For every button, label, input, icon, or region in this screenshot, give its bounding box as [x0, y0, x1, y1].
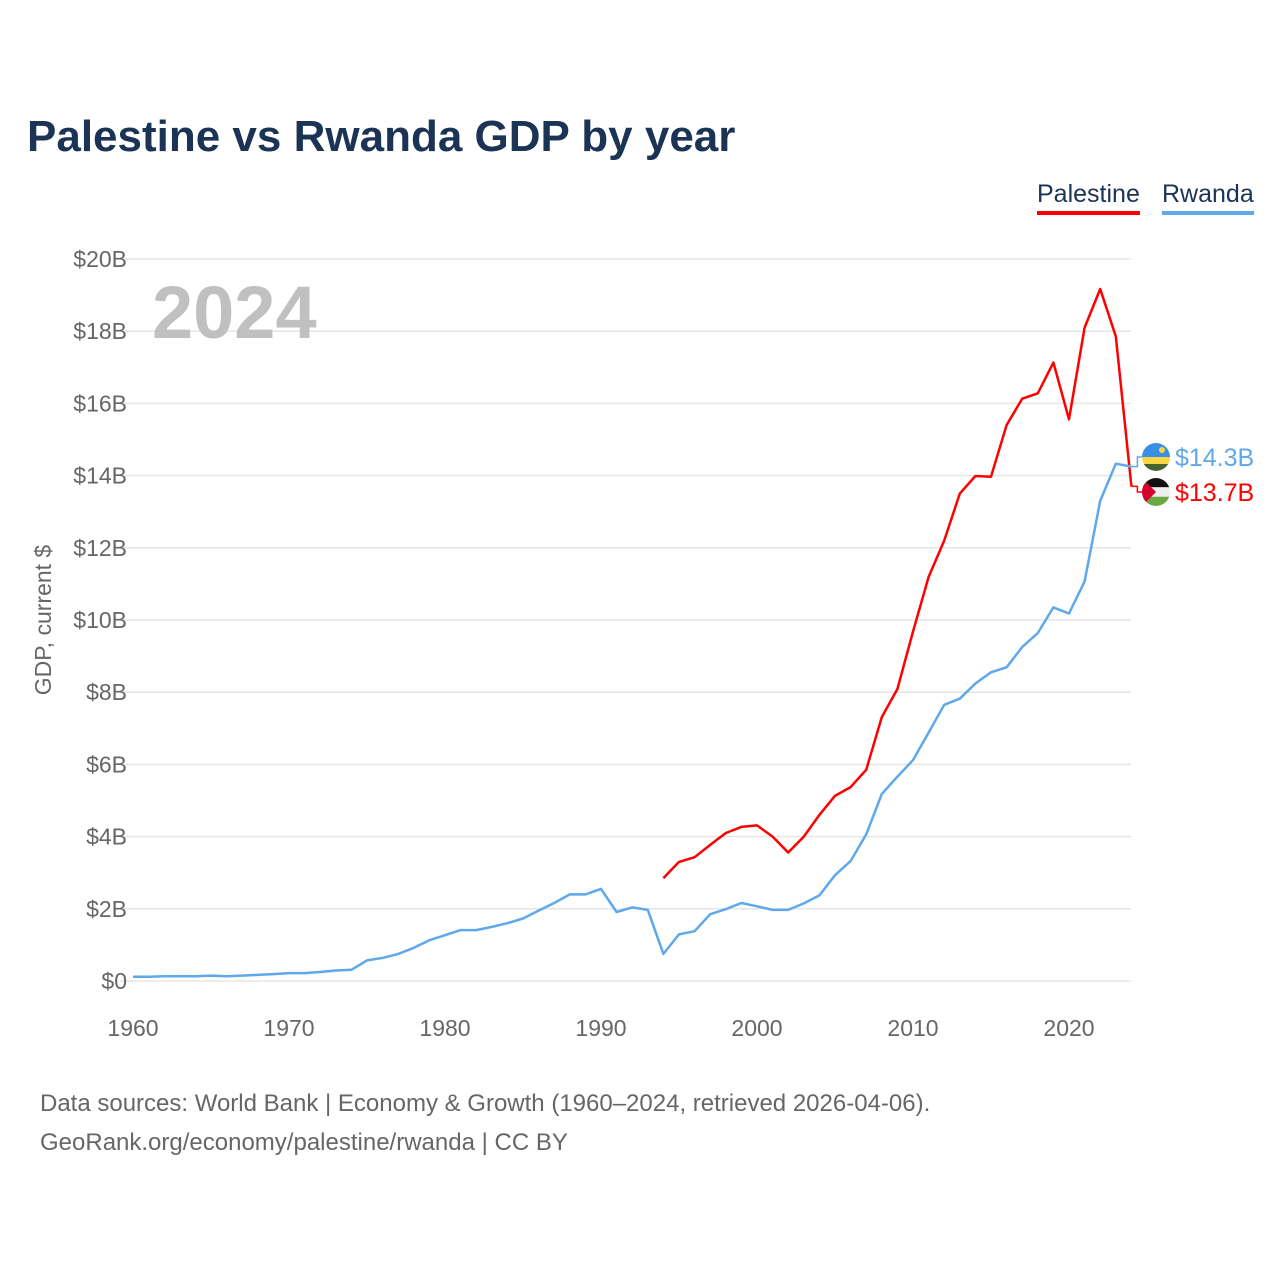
y-axis-title: GDP, current $ [30, 545, 56, 696]
source-line-1: Data sources: World Bank | Economy & Gro… [40, 1090, 931, 1117]
source-note: Data sources: World Bank | Economy & Gro… [40, 1084, 930, 1162]
y-tick-label: $4B [86, 824, 127, 850]
end-label-palestine: $13.7B [1175, 479, 1254, 507]
x-tick-label: 2010 [887, 1015, 938, 1041]
x-tick-label: 2000 [731, 1015, 782, 1041]
y-tick-label: $6B [86, 751, 127, 777]
y-tick-label: $0 [101, 968, 127, 994]
rwanda-flag-icon [1142, 443, 1170, 471]
source-line-2[interactable]: GeoRank.org/economy/palestine/rwanda | C… [40, 1129, 568, 1156]
x-tick-label: 1990 [575, 1015, 626, 1041]
x-tick-label: 1980 [419, 1015, 470, 1041]
y-tick-label: $2B [86, 896, 127, 922]
legend-rwanda[interactable]: Rwanda [1162, 180, 1254, 215]
year-label: 2024 [152, 271, 317, 354]
y-tick-label: $8B [86, 679, 127, 705]
y-tick-label: $12B [73, 535, 127, 561]
chart-title: Palestine vs Rwanda GDP by year [27, 112, 736, 161]
palestine-flag-icon [1142, 478, 1170, 506]
y-tick-label: $20B [73, 246, 127, 272]
y-tick-label: $18B [73, 318, 127, 344]
x-tick-label: 2020 [1043, 1015, 1094, 1041]
end-label-connector [1131, 485, 1144, 493]
y-tick-label: $16B [73, 390, 127, 416]
legend-palestine[interactable]: Palestine [1037, 180, 1140, 215]
x-tick-label: 1970 [263, 1015, 314, 1041]
series-line-rwanda [133, 462, 1132, 978]
x-tick-label: 1960 [107, 1015, 158, 1041]
y-tick-label: $10B [73, 607, 127, 633]
y-tick-label: $14B [73, 463, 127, 489]
end-label-rwanda: $14.3B [1175, 444, 1254, 472]
series-line-palestine [662, 287, 1133, 879]
end-label-connector [1131, 456, 1144, 468]
